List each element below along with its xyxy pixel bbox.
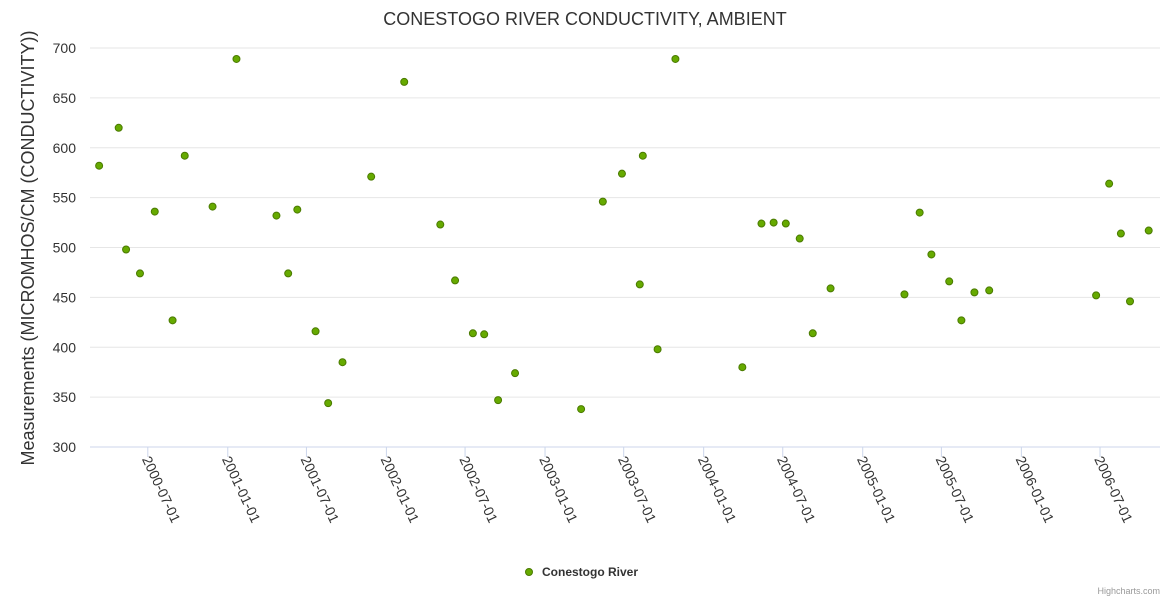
data-point xyxy=(400,77,409,86)
y-tick-label: 600 xyxy=(53,140,77,156)
data-point xyxy=(927,250,936,259)
y-tick-label: 400 xyxy=(53,339,77,355)
data-point xyxy=(114,123,123,132)
data-point xyxy=(480,330,489,339)
y-axis-label: Measurements (MICROMHOS/CM (CONDUCTIVITY… xyxy=(18,30,38,465)
data-point xyxy=(150,207,159,216)
data-point xyxy=(311,327,320,336)
data-point xyxy=(985,286,994,295)
x-tick-label: 2002-01-01 xyxy=(378,454,423,526)
y-tick-label: 350 xyxy=(53,389,77,405)
data-point xyxy=(168,316,177,325)
data-point xyxy=(826,284,835,293)
x-tick-label: 2003-01-01 xyxy=(536,454,581,526)
y-tick-label: 650 xyxy=(53,90,77,106)
data-point xyxy=(232,54,241,63)
data-point xyxy=(970,288,979,297)
y-tick-label: 550 xyxy=(53,190,77,206)
data-point xyxy=(617,169,626,178)
x-tick-label: 2001-07-01 xyxy=(298,454,343,526)
y-tick-label: 700 xyxy=(53,40,77,56)
data-point xyxy=(122,245,131,254)
legend-label: Conestogo River xyxy=(542,565,638,579)
data-point xyxy=(638,151,647,160)
legend-marker xyxy=(525,568,533,576)
x-tick-label: 2004-07-01 xyxy=(774,454,819,526)
data-point xyxy=(808,329,817,338)
x-tick-label: 2006-01-01 xyxy=(1013,454,1058,526)
y-tick-label: 300 xyxy=(53,439,77,455)
data-point xyxy=(577,405,586,414)
data-point xyxy=(494,396,503,405)
data-point xyxy=(635,280,644,289)
credits-link[interactable]: Highcharts.com xyxy=(1097,586,1160,596)
x-tick-label: 2000-07-01 xyxy=(139,454,184,526)
data-point xyxy=(468,329,477,338)
data-point xyxy=(367,172,376,181)
data-point xyxy=(436,220,445,229)
data-point xyxy=(738,363,747,372)
data-point xyxy=(511,369,520,378)
x-tick-label: 2002-07-01 xyxy=(456,454,501,526)
data-point xyxy=(671,54,680,63)
data-point xyxy=(781,219,790,228)
data-point xyxy=(1126,297,1135,306)
y-tick-label: 450 xyxy=(53,289,77,305)
data-point xyxy=(915,208,924,217)
data-point xyxy=(1092,291,1101,300)
data-point xyxy=(284,269,293,278)
data-point xyxy=(1144,226,1153,235)
data-point xyxy=(653,345,662,354)
data-point xyxy=(945,277,954,286)
data-point xyxy=(338,358,347,367)
data-point xyxy=(451,276,460,285)
chart-title: CONESTOGO RIVER CONDUCTIVITY, AMBIENT xyxy=(383,9,786,29)
data-point xyxy=(795,234,804,243)
x-tick-label: 2005-07-01 xyxy=(933,454,978,526)
data-point xyxy=(1105,179,1114,188)
x-tick-label: 2001-01-01 xyxy=(219,454,264,526)
data-point xyxy=(1116,229,1125,238)
data-point xyxy=(208,202,217,211)
y-tick-label: 500 xyxy=(53,240,77,256)
x-tick-label: 2005-01-01 xyxy=(854,454,899,526)
data-point xyxy=(769,218,778,227)
data-point xyxy=(95,161,104,170)
legend-item-conestogo-river[interactable]: Conestogo River xyxy=(525,565,639,579)
data-point xyxy=(180,151,189,160)
data-point xyxy=(324,399,333,408)
data-point xyxy=(272,211,281,220)
data-point xyxy=(757,219,766,228)
x-tick-label: 2006-07-01 xyxy=(1091,454,1136,526)
data-point xyxy=(293,205,302,214)
data-point xyxy=(598,197,607,206)
data-point xyxy=(957,316,966,325)
x-tick-label: 2003-07-01 xyxy=(615,454,660,526)
x-tick-label: 2004-01-01 xyxy=(695,454,740,526)
data-point xyxy=(900,290,909,299)
data-point xyxy=(135,269,144,278)
